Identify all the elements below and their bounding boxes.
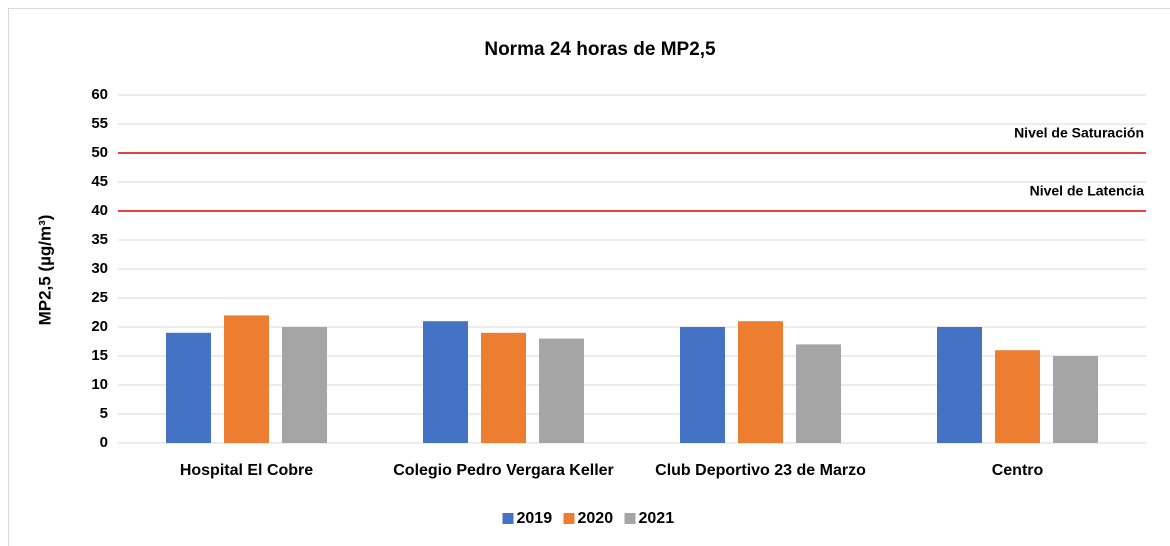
y-tick-label: 55 (91, 115, 108, 132)
legend-label: 2020 (578, 510, 614, 527)
y-tick-label: 35 (91, 231, 108, 248)
y-tick-label: 40 (91, 202, 108, 219)
x-tick-label: Club Deportivo 23 de Marzo (655, 462, 866, 479)
bar (738, 321, 783, 443)
bar (937, 327, 982, 443)
y-tick-label: 50 (91, 144, 108, 161)
y-axis-label: MP2,5 (µg/m³) (35, 215, 54, 326)
bar (282, 327, 327, 443)
y-tick-label: 0 (100, 434, 108, 451)
bar (796, 344, 841, 443)
bar (995, 350, 1040, 443)
reference-label: Nivel de Latencia (1030, 183, 1145, 199)
x-tick-label: Hospital El Cobre (180, 462, 313, 479)
y-tick-label: 5 (100, 405, 108, 422)
legend-swatch (563, 513, 575, 524)
bar (481, 332, 526, 443)
bar (1053, 356, 1098, 443)
bar (680, 327, 725, 443)
y-tick-label: 10 (91, 376, 108, 393)
bar (539, 338, 584, 443)
y-tick-label: 25 (91, 289, 108, 306)
bar (224, 315, 269, 443)
x-tick-label: Centro (992, 462, 1044, 479)
chart-frame (8, 8, 1170, 546)
bar (166, 332, 211, 443)
legend-label: 2019 (517, 510, 553, 527)
legend-swatch (624, 513, 636, 524)
bar (423, 321, 468, 443)
legend-swatch (502, 513, 514, 524)
reference-label: Nivel de Saturación (1014, 125, 1144, 141)
legend-label: 2021 (639, 510, 675, 527)
y-tick-label: 20 (91, 318, 108, 335)
x-tick-label: Colegio Pedro Vergara Keller (393, 462, 614, 479)
y-tick-label: 45 (91, 173, 108, 190)
y-tick-label: 60 (91, 86, 108, 103)
y-tick-label: 30 (91, 260, 108, 277)
chart-title: Norma 24 horas de MP2,5 (484, 39, 716, 60)
y-tick-label: 15 (91, 347, 108, 364)
